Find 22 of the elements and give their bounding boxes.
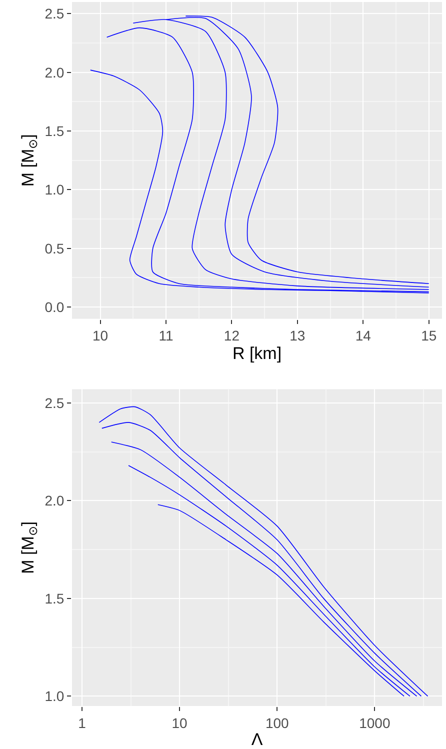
x-axis-title: R [km] [232, 344, 282, 363]
y-tick-label: 2.0 [44, 492, 64, 509]
y-tick-label: 2.5 [44, 394, 64, 411]
x-tick-label: 100 [265, 714, 290, 731]
x-tick-label: 1 [78, 714, 86, 731]
x-tick-label: 13 [290, 328, 306, 344]
x-tick-label: 12 [224, 328, 240, 344]
y-tick-label: 2.0 [44, 64, 64, 80]
y-tick-label: 0.0 [44, 298, 64, 315]
x-tick-label: 10 [172, 714, 188, 731]
x-tick-label: 15 [421, 328, 437, 344]
x-tick-label: 1000 [359, 714, 390, 731]
y-tick-label: 1.0 [44, 182, 64, 198]
x-axis-title: Λ [251, 730, 264, 749]
y-tick-label: 1.0 [44, 688, 64, 704]
x-tick-label: 14 [355, 328, 372, 344]
y-tick-label: 1.5 [44, 590, 64, 606]
x-tick-label: 11 [158, 328, 174, 344]
y-tick-label: 1.5 [44, 122, 64, 139]
x-tick-label: 10 [92, 328, 108, 344]
y-tick-label: 2.5 [44, 6, 64, 22]
y-tick-label: 0.5 [44, 240, 64, 256]
